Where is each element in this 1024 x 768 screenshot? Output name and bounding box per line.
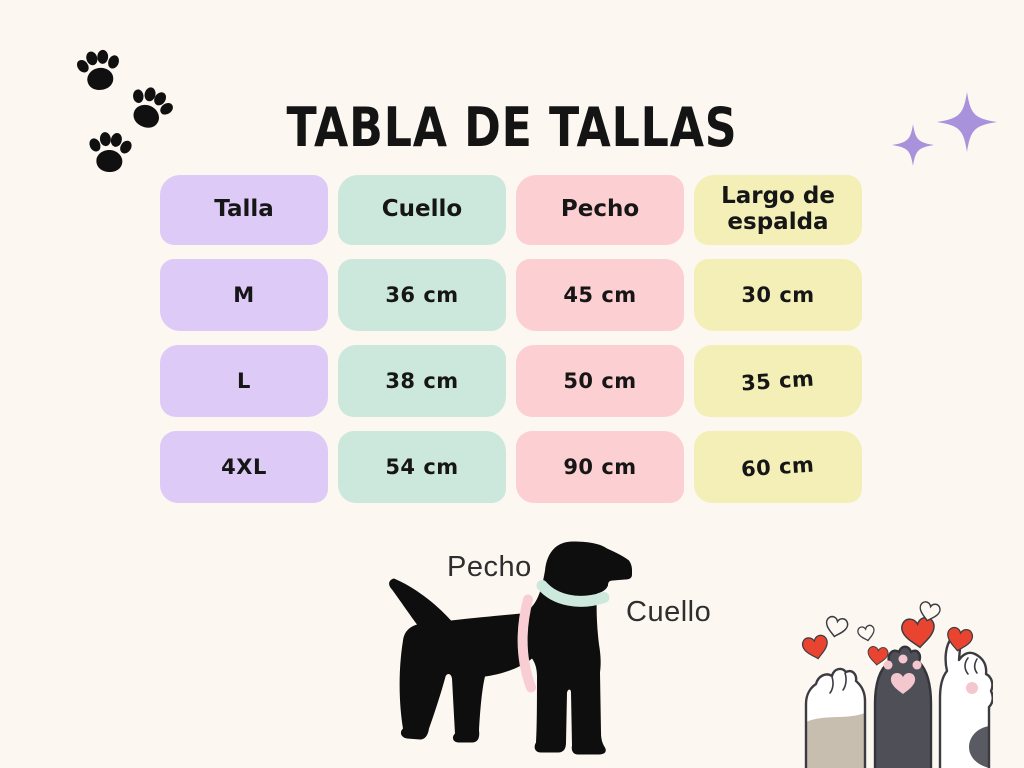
- chest-band: [517, 594, 536, 693]
- table-cell: 36 cm: [338, 259, 506, 331]
- dog-measurement-diagram: Pecho Cuello: [385, 535, 711, 760]
- page-title: TABLA DE TALLAS: [286, 96, 738, 159]
- table-cell: 4XL: [160, 431, 328, 503]
- column-header-cuello: Cuello: [338, 175, 506, 245]
- table-cell: 54 cm: [338, 431, 506, 503]
- table-cell: M: [160, 259, 328, 331]
- table-cell: 30 cm: [694, 259, 862, 331]
- column-header-largo-espalda: Largo de espalda: [694, 175, 862, 245]
- neck-measure-label: Cuello: [626, 596, 712, 628]
- heart-icon: [900, 615, 937, 650]
- table-cell: 35 cm: [694, 345, 862, 417]
- column-header-pecho: Pecho: [516, 175, 684, 245]
- heart-outline-icon: [823, 614, 850, 640]
- table-cell: L: [160, 345, 328, 417]
- table-cell: 60 cm: [694, 431, 862, 503]
- table-cell: 50 cm: [516, 345, 684, 417]
- sparkles-icon: [892, 92, 997, 166]
- chest-measure-label: Pecho: [447, 551, 532, 583]
- table-cell: 45 cm: [516, 259, 684, 331]
- table-cell: 90 cm: [516, 431, 684, 503]
- column-header-talla: Talla: [160, 175, 328, 245]
- heart-icon: [800, 633, 831, 662]
- heart-outline-icon: [856, 623, 877, 643]
- neck-collar: [536, 580, 610, 607]
- cat-paws-hearts-illustration: [800, 600, 993, 768]
- table-cell: 38 cm: [338, 345, 506, 417]
- dog-silhouette-icon: [389, 541, 632, 755]
